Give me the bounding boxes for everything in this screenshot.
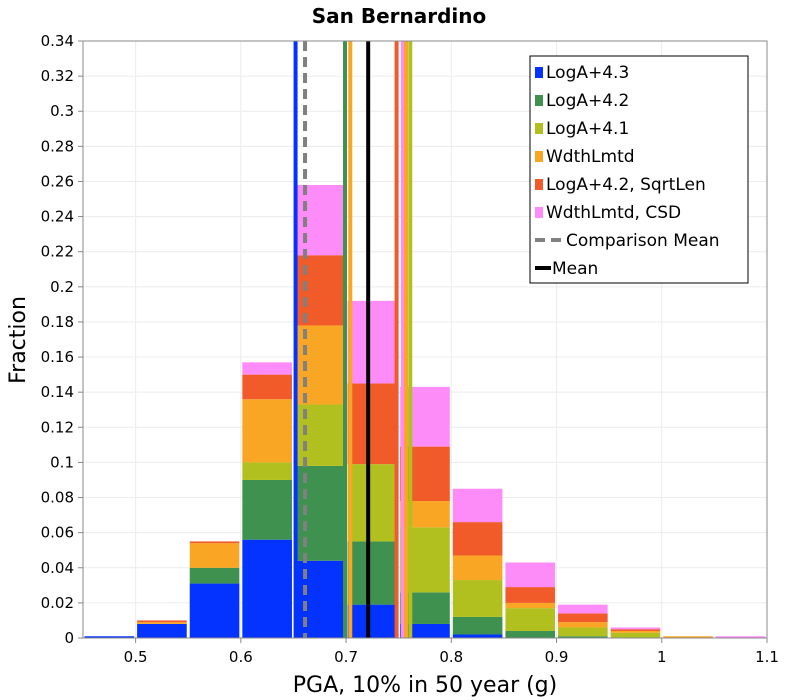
legend-swatch: [535, 179, 543, 190]
bar-segment: [452, 555, 503, 581]
y-tick-label: 0.22: [41, 243, 74, 261]
y-tick-label: 0.16: [41, 348, 74, 366]
bar-segment: [558, 622, 608, 628]
y-tick-label: 0.18: [41, 313, 74, 331]
bar-segment: [347, 604, 398, 638]
legend-swatch: [535, 151, 543, 162]
y-tick-label: 0.34: [41, 32, 74, 50]
bar-segment: [452, 580, 503, 617]
bar-segment: [452, 634, 503, 638]
bar-segment: [610, 630, 661, 633]
bar-segment: [505, 587, 556, 603]
bar-segment: [189, 543, 240, 568]
bar-segment: [558, 627, 608, 637]
bar-segment: [558, 604, 608, 614]
bar-segment: [452, 488, 503, 523]
x-axis-ticks: 0.5 0.6 0.7 0.8 0.9 1 1.1: [124, 638, 779, 666]
x-tick-label: 0.7: [334, 648, 358, 666]
y-tick-label: 0.2: [50, 278, 74, 296]
bar-segment: [294, 184, 345, 256]
bar-segment: [189, 583, 240, 638]
legend-label: LogA+4.3: [546, 63, 629, 83]
x-tick-label: 1: [657, 648, 667, 666]
bar-segment: [189, 567, 240, 584]
bar-segment: [242, 374, 292, 400]
x-tick-label: 0.8: [439, 648, 463, 666]
y-axis-title: Fraction: [6, 296, 31, 384]
bar-segment: [84, 636, 135, 638]
bar-segment: [347, 383, 398, 465]
y-tick-label: 0.02: [41, 594, 74, 612]
y-tick-label: 0.08: [41, 489, 74, 507]
bar-segment: [505, 562, 556, 588]
bar-segment: [137, 623, 187, 638]
bar-segment: [505, 602, 556, 609]
y-tick-label: 0.3: [50, 102, 74, 120]
bar-segment: [189, 541, 240, 544]
x-tick-label: 1.1: [755, 648, 779, 666]
bar-segment: [242, 462, 292, 480]
legend-label: LogA+4.2: [546, 91, 629, 111]
bar-segment: [610, 627, 661, 630]
bar-segment: [558, 636, 608, 638]
y-tick-label: 0.26: [41, 172, 74, 190]
bar-segment: [137, 622, 187, 624]
x-tick-label: 0.6: [229, 648, 253, 666]
y-tick-label: 0.06: [41, 524, 74, 542]
bar-segment: [610, 629, 661, 631]
bar-segment: [294, 560, 345, 638]
y-tick-label: 0.32: [41, 67, 74, 85]
bar-segment: [294, 465, 345, 561]
y-tick-label: 0.12: [41, 418, 74, 436]
y-tick-label: 0.04: [41, 559, 74, 577]
bar-segment: [452, 616, 503, 635]
y-axis-ticks: 0 0.02 0.04 0.06 0.08 0.1 0.12 0.14 0.16 0.18 0.2 0…: [41, 32, 83, 647]
legend-label: WdthLmtd, CSD: [546, 203, 681, 223]
bar-segment: [715, 636, 766, 638]
bar-segment: [505, 608, 556, 631]
legend-swatch: [535, 207, 543, 218]
legend-swatch: [535, 123, 543, 134]
bar-segment: [400, 623, 450, 638]
bar-segment: [242, 399, 292, 463]
legend-swatch: [535, 67, 543, 78]
bar-segment: [347, 464, 398, 542]
legend-swatch: [535, 95, 543, 106]
bar-segment: [610, 632, 661, 638]
bar-segment: [294, 404, 345, 466]
bar-segment: [505, 630, 556, 638]
legend-label: Mean: [552, 259, 598, 279]
bar-segment: [347, 300, 398, 384]
plot-area-frame: [82, 40, 768, 639]
y-tick-label: 0.14: [41, 383, 74, 401]
x-tick-label: 0.9: [545, 648, 569, 666]
bar-segment: [452, 522, 503, 556]
bar-segment: [242, 539, 292, 638]
legend-entries: LogA+4.3 LogA+4.2 LogA+4.1 WdthLmtd LogA+4.2…: [535, 63, 720, 279]
bar-segment: [294, 255, 345, 326]
bar-segment: [294, 325, 345, 405]
legend-box: [529, 55, 749, 284]
y-tick-label: 0.28: [41, 137, 74, 155]
legend-label: LogA+4.2, SqrtLen: [546, 175, 706, 195]
legend-label: WdthLmtd: [546, 147, 635, 167]
bar-segment: [558, 613, 608, 623]
x-tick-label: 0.5: [124, 648, 148, 666]
legend-label: LogA+4.1: [546, 119, 629, 139]
y-tick-label: 0: [64, 629, 74, 647]
bar-segment: [242, 362, 292, 375]
legend-label: Comparison Mean: [566, 231, 720, 251]
bar-segment: [242, 479, 292, 540]
x-axis-title: PGA, 10% in 50 year (g): [293, 673, 557, 698]
bar-segment: [137, 620, 187, 623]
y-tick-label: 0.1: [50, 453, 74, 471]
mean-lines-layer: [293, 41, 413, 638]
legend: LogA+4.3 LogA+4.2 LogA+4.1 WdthLmtd LogA+4.2…: [529, 55, 749, 284]
bar-segment: [663, 636, 713, 638]
bar-segment: [347, 541, 398, 605]
y-tick-label: 0.24: [41, 208, 74, 226]
chart-title: San Bernardino: [312, 4, 487, 28]
